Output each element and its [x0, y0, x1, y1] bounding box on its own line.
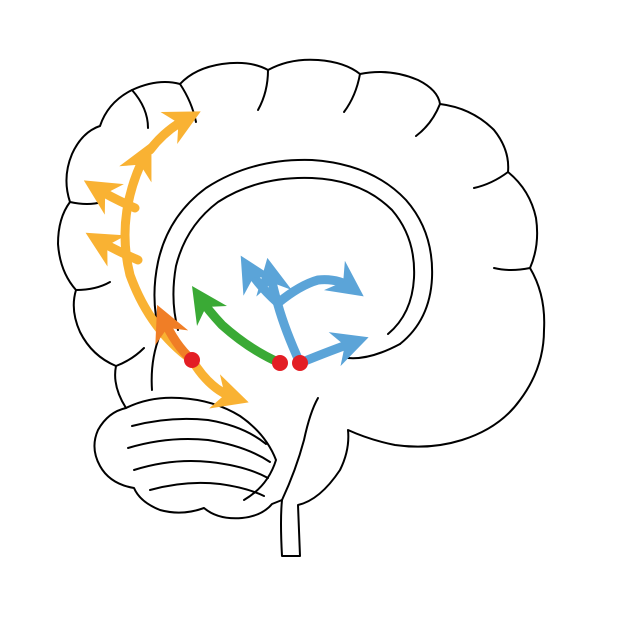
green-pathway-segment: [200, 298, 280, 363]
yellow-pathway-segment: [150, 118, 188, 150]
brain-pathway-diagram: [0, 0, 626, 626]
blue-pathway-segment: [300, 342, 355, 363]
yellow-pathway-segment: [98, 240, 138, 260]
origin-node: [184, 352, 200, 368]
brain-outline: [58, 60, 544, 556]
yellow-pathway-segment: [192, 360, 235, 398]
blue-pathway-segment: [278, 280, 352, 303]
origin-node: [272, 355, 288, 371]
origin-node: [292, 355, 308, 371]
